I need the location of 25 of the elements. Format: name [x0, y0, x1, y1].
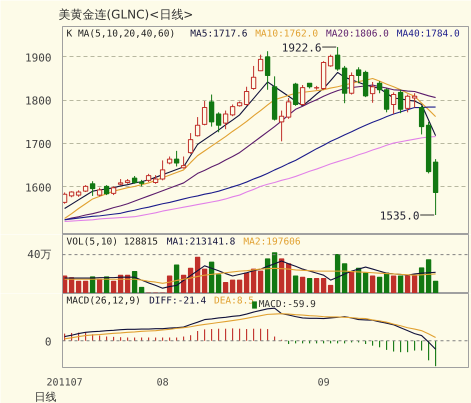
x-tick-label: 09 — [318, 378, 330, 388]
chart-title: VOL(5,10) 128815 — [66, 236, 158, 248]
x-axis-title: 日线 — [34, 390, 56, 403]
y-tick-label: 1900 — [25, 51, 52, 64]
text: MA10:1762.0 — [255, 28, 318, 40]
x-tick-label: 08 — [156, 378, 169, 388]
chart-title: 美黄金连(GLNC)<日线> — [58, 8, 194, 22]
chart-subtitle: K MA(5,10,20,40,60) — [66, 28, 176, 40]
text: MA20:1806.0 — [326, 28, 390, 40]
x-tick-label: 201107 — [46, 378, 83, 388]
text: MA40:1784.0 — [396, 28, 460, 40]
annotation: 1922.6 — [282, 42, 322, 55]
chart-title: MACD(26,12,9) — [66, 296, 141, 306]
text: MA2:197606 — [243, 236, 301, 248]
series-label: DIFF:-21.4 — [149, 296, 207, 306]
y-tick-label: 1600 — [25, 181, 52, 194]
ref-line-label: 40万 — [27, 248, 52, 262]
legend-label: MACD:-59.9 — [258, 299, 316, 310]
annotation: 1535.0 — [380, 210, 420, 222]
text: MA1:213141.8 — [166, 236, 236, 248]
text: MA5:1717.6 — [190, 28, 248, 40]
y-tick-label: 1800 — [25, 94, 52, 108]
y-tick-label: 1700 — [25, 138, 52, 151]
ref-line-label: 0 — [44, 335, 52, 348]
series-label: DEA:8.5 — [214, 296, 254, 306]
